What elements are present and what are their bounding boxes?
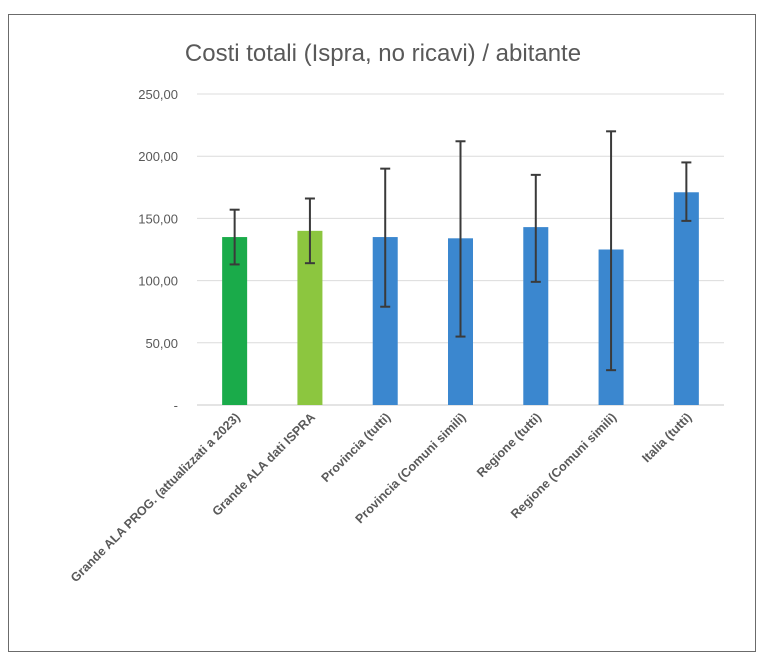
y-tick-label: 200,00 xyxy=(138,149,178,164)
y-tick-label: 250,00 xyxy=(138,87,178,102)
y-tick-label: 50,00 xyxy=(145,336,178,351)
x-tick-label: Grande ALA PROG. (attualizzati a 2023) xyxy=(68,410,243,585)
bar xyxy=(673,192,699,405)
y-tick-label: - xyxy=(174,398,178,413)
x-tick-label: Provincia (tutti) xyxy=(319,410,394,485)
y-tick-label: 150,00 xyxy=(138,211,178,226)
x-tick-label: Italia (tutti) xyxy=(639,410,694,465)
x-tick-label: Regione (tutti) xyxy=(474,410,544,480)
y-tick-label: 100,00 xyxy=(138,274,178,289)
chart-title: Costi totali (Ispra, no ricavi) / abitan… xyxy=(184,40,582,67)
